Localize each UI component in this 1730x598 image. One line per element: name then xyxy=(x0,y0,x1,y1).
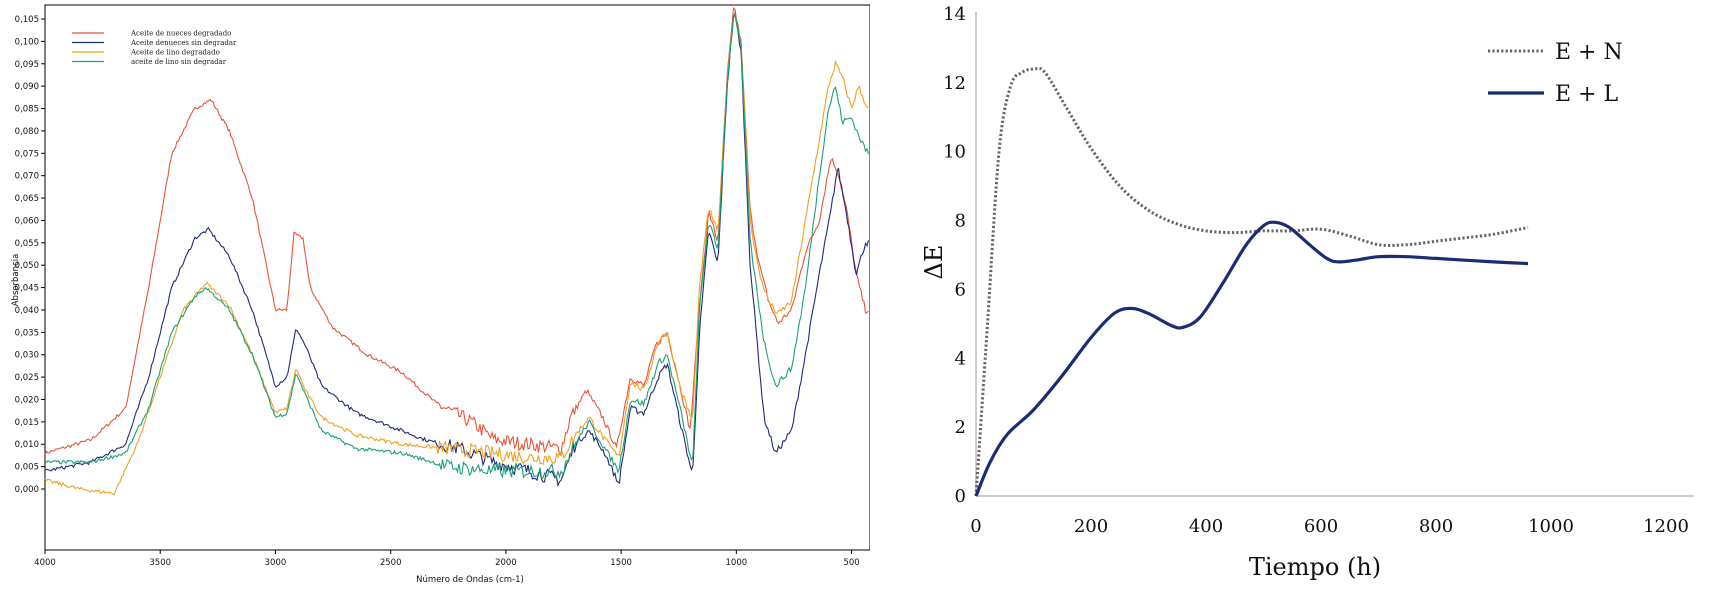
ir-x-axis-title: Número de Ondas (cm-1) xyxy=(416,575,524,585)
ir-y-tick-label: 0,060 xyxy=(15,216,39,226)
ir-y-tick-label: 0,045 xyxy=(15,284,39,294)
de-legend-label: E + N xyxy=(1555,40,1623,65)
de-x-tick-label: 200 xyxy=(1074,516,1108,537)
de-x-tick-label: 600 xyxy=(1304,516,1338,537)
de-y-tick-label: 10 xyxy=(943,142,966,163)
ir-y-tick-label: 0,055 xyxy=(15,239,39,249)
ir-y-tick-label: 0,075 xyxy=(15,149,39,159)
ir-x-tick-label: 3500 xyxy=(149,558,171,568)
ir-x-ticks: 4000 3500 3000 2500 2000 1500 1000 500 xyxy=(34,550,860,568)
de-y-ticks: 0 2 4 6 8 10 12 14 xyxy=(943,4,966,507)
ir-y-axis-title: Absorbancia xyxy=(11,254,21,307)
de-x-tick-label: 0 xyxy=(970,516,981,537)
ir-y-tick-label: 0,035 xyxy=(15,328,39,338)
ir-x-tick-label: 3000 xyxy=(265,558,287,568)
ir-y-tick-label: 0,080 xyxy=(15,127,39,137)
de-series-e-l xyxy=(974,220,1529,497)
ir-y-tick-label: 0,105 xyxy=(15,15,39,25)
ir-plot-frame xyxy=(44,4,870,551)
ir-y-tick-label: 0,095 xyxy=(15,60,39,70)
ir-legend-label: Aceite de nueces degradado xyxy=(130,30,231,38)
de-y-tick-label: 4 xyxy=(955,348,966,369)
ir-x-tick-label: 1500 xyxy=(610,558,632,568)
ir-x-tick-label: 4000 xyxy=(34,558,56,568)
de-legend: E + N E + L xyxy=(1488,40,1623,107)
de-series-e-n xyxy=(974,66,1529,497)
de-x-ticks: 0 200 400 600 800 1000 1200 xyxy=(970,516,1689,537)
ir-series-aceite-de-lino-sin-degradar xyxy=(44,13,870,480)
ir-series-lines xyxy=(44,7,870,496)
de-y-tick-label: 2 xyxy=(955,417,966,438)
ir-x-tick-label: 2000 xyxy=(495,558,517,568)
de-y-tick-label: 8 xyxy=(955,211,966,232)
ir-y-tick-label: 0,090 xyxy=(15,82,39,92)
ir-series-aceite-de-nueces-degradado xyxy=(44,7,869,457)
ir-y-tick-label: 0,015 xyxy=(15,418,39,428)
ir-y-tick-label: 0,040 xyxy=(15,306,39,316)
ir-y-tick-label: 0,020 xyxy=(15,395,39,405)
de-x-tick-label: 400 xyxy=(1189,516,1223,537)
ir-x-tick-label: 1000 xyxy=(726,558,748,568)
de-legend-label: E + L xyxy=(1555,82,1618,107)
ir-legend-label: Aceite de lino degradado xyxy=(130,49,220,57)
de-x-axis-title: Tiempo (h) xyxy=(1249,553,1381,581)
ir-y-tick-label: 0,085 xyxy=(15,105,39,115)
ir-y-tick-label: 0,010 xyxy=(15,440,39,450)
ir-legend-label: aceite de lino sin degradar xyxy=(131,58,227,66)
ir-legend-label: Aceite denueces sin degradar xyxy=(130,39,237,47)
ir-y-tick-label: 0,000 xyxy=(15,485,39,495)
ir-y-tick-label: 0,005 xyxy=(15,463,39,473)
de-y-tick-label: 0 xyxy=(955,486,966,507)
de-series-lines xyxy=(974,66,1529,497)
ir-y-tick-label: 0,100 xyxy=(15,37,39,47)
ir-y-ticks: 0,000 0,005 0,010 0,015 0,020 0,025 0,030 0,035… xyxy=(15,15,45,495)
de-x-tick-label: 1200 xyxy=(1643,516,1689,537)
de-y-tick-label: 6 xyxy=(955,279,966,300)
ir-y-tick-label: 0,030 xyxy=(15,351,39,361)
de-x-tick-label: 1000 xyxy=(1528,516,1574,537)
ir-y-tick-label: 0,025 xyxy=(15,373,39,383)
ir-y-tick-label: 0,070 xyxy=(15,172,39,182)
ir-x-tick-label: 500 xyxy=(843,558,859,568)
ir-spectrum-chart: 0,000 0,005 0,010 0,015 0,020 0,025 0,030 0,035… xyxy=(11,4,870,585)
ir-x-tick-label: 2500 xyxy=(380,558,402,568)
ir-y-tick-label: 0,065 xyxy=(15,194,39,204)
de-y-tick-label: 12 xyxy=(943,73,966,94)
de-x-tick-label: 800 xyxy=(1419,516,1453,537)
de-y-axis-title: ΔE xyxy=(920,245,948,280)
ir-y-tick-label: 0,050 xyxy=(15,261,39,271)
de-y-tick-label: 14 xyxy=(943,4,966,25)
ir-spectrum-panel: 0,000 0,005 0,010 0,015 0,020 0,025 0,030 0,035… xyxy=(11,4,870,585)
